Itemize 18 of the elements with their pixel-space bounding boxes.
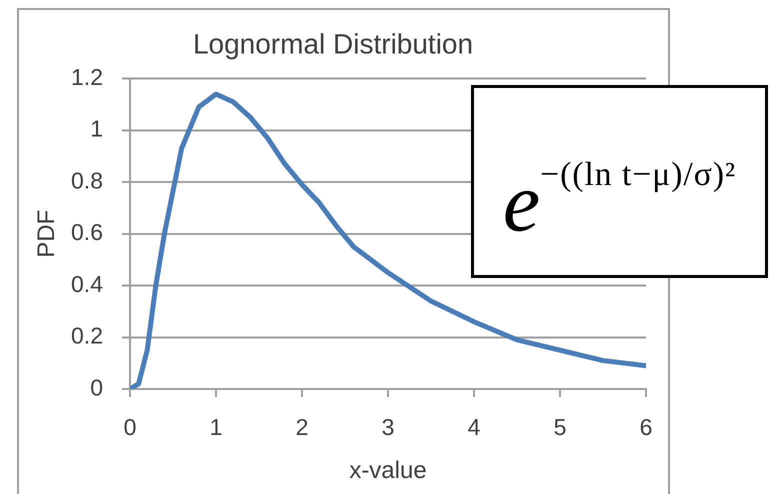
y-tick-label: 1.2 (71, 64, 103, 90)
y-axis-title: PDF (33, 210, 60, 258)
y-tick-label: 0.8 (71, 167, 103, 194)
x-tick-label: 3 (382, 414, 394, 440)
x-tick-label: 6 (640, 414, 652, 440)
y-tick-label: 1 (90, 116, 103, 142)
x-axis-title: x-value (349, 457, 427, 484)
y-tick-label: 0.6 (71, 219, 103, 246)
x-tick-label: 0 (124, 414, 136, 440)
x-tick-label: 2 (296, 414, 308, 440)
x-tick-label: 1 (210, 414, 222, 440)
y-tick-label: 0.2 (71, 322, 103, 349)
annotation: e$^{−((ln t−μ)/σ)²}$ (502, 154, 736, 250)
y-tick-label: 0.4 (71, 270, 104, 297)
chart-title: Lognormal Distribution (192, 28, 474, 60)
x-tick-label: 4 (468, 414, 481, 440)
x-tick-label: 5 (554, 414, 566, 440)
y-tick-label: 0 (90, 374, 103, 400)
